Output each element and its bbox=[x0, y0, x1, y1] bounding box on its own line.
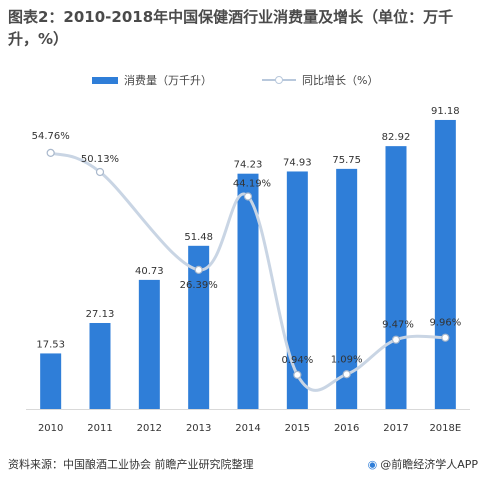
source-note: 资料来源：中国酿酒工业协会 前瞻产业研究院整理 bbox=[8, 458, 254, 471]
growth-label-2016: 1.09% bbox=[331, 354, 363, 365]
chart-title: 图表2：2010-2018年中国保健酒行业消费量及增长（单位：万千升，%） bbox=[8, 8, 454, 48]
bar-2015 bbox=[286, 171, 308, 409]
growth-label-2017: 9.47% bbox=[382, 320, 414, 331]
growth-point-2011 bbox=[95, 167, 105, 177]
bar-label-2016: 75.75 bbox=[332, 155, 361, 166]
growth-point-2013 bbox=[194, 265, 203, 274]
bar-label-2010: 17.53 bbox=[36, 339, 65, 350]
bar-label-2013: 51.48 bbox=[184, 232, 213, 243]
x-tick-2018E: 2018E bbox=[429, 423, 461, 434]
brand-icon: ◉ bbox=[367, 457, 378, 471]
bar-2011 bbox=[89, 322, 111, 409]
x-tick-2012: 2012 bbox=[137, 423, 162, 434]
growth-point-2014 bbox=[243, 192, 253, 201]
legend-bar-swatch bbox=[92, 76, 118, 84]
bar-label-2012: 40.73 bbox=[135, 266, 164, 277]
bar-label-2017: 82.92 bbox=[382, 132, 411, 143]
bar-label-2018E: 91.18 bbox=[431, 106, 460, 117]
growth-point-2017 bbox=[391, 335, 401, 344]
bar-label-2015: 74.93 bbox=[283, 157, 312, 168]
bar-2012 bbox=[138, 279, 160, 409]
footer: 资料来源：中国酿酒工业协会 前瞻产业研究院整理 ◉ @前瞻经济学人APP bbox=[8, 456, 478, 476]
x-tick-2016: 2016 bbox=[334, 423, 359, 434]
bar-2010 bbox=[40, 353, 62, 409]
legend: 消费量（万千升） 同比增长（%） bbox=[0, 72, 486, 90]
growth-label-2018E: 9.96% bbox=[429, 318, 461, 329]
legend-item-growth: 同比增长（%） bbox=[262, 72, 378, 88]
growth-label-2013: 26.39% bbox=[180, 280, 218, 291]
growth-label-2011: 50.13% bbox=[81, 154, 119, 165]
brand-label: @前瞻经济学人APP bbox=[380, 458, 478, 471]
x-tick-2017: 2017 bbox=[383, 423, 408, 434]
growth-label-2014: 44.19% bbox=[233, 178, 271, 189]
bar-2018E bbox=[434, 119, 456, 409]
growth-label-2015: 0.94% bbox=[281, 355, 313, 366]
legend-line-swatch bbox=[262, 75, 296, 85]
growth-point-2018E bbox=[441, 333, 450, 342]
growth-point-2010 bbox=[46, 148, 55, 157]
bar-label-2011: 27.13 bbox=[86, 309, 115, 320]
legend-line-label: 同比增长（%） bbox=[302, 74, 379, 87]
growth-line bbox=[49, 151, 447, 392]
bar-2014 bbox=[237, 173, 259, 409]
x-tick-2013: 2013 bbox=[186, 423, 211, 434]
brand-credit: ◉ @前瞻经济学人APP bbox=[368, 456, 478, 472]
bar-label-2014: 74.23 bbox=[234, 160, 263, 171]
legend-bar-label: 消费量（万千升） bbox=[124, 74, 212, 87]
x-tick-2011: 2011 bbox=[87, 423, 112, 434]
legend-item-consumption: 消费量（万千升） bbox=[92, 72, 212, 88]
x-tick-2015: 2015 bbox=[285, 423, 310, 434]
x-tick-2014: 2014 bbox=[235, 423, 260, 434]
x-tick-2010: 2010 bbox=[38, 423, 63, 434]
bar-2017 bbox=[385, 146, 407, 409]
growth-point-2015 bbox=[293, 370, 302, 379]
growth-point-2016 bbox=[342, 370, 351, 379]
growth-label-2010: 54.76% bbox=[32, 131, 70, 142]
bar-2016 bbox=[336, 168, 358, 409]
bar-2013 bbox=[188, 245, 210, 409]
